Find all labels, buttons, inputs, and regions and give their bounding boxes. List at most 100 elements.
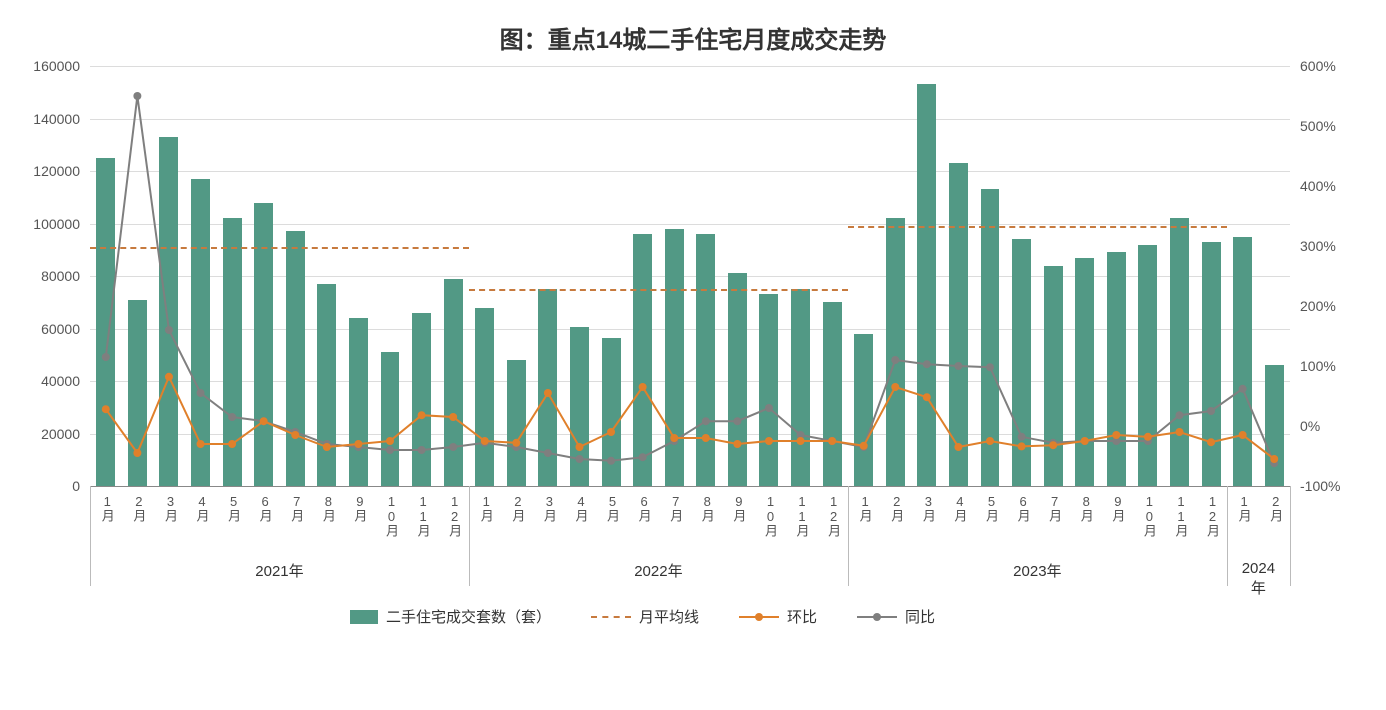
mom-marker: [323, 443, 331, 451]
yoy-marker: [133, 92, 141, 100]
mom-marker: [228, 440, 236, 448]
legend-swatch-line: [739, 616, 779, 618]
x-month-label: 7月: [666, 494, 685, 522]
legend-label: 月平均线: [639, 606, 699, 627]
y-right-tick-label: 300%: [1300, 238, 1370, 254]
yoy-marker: [1175, 411, 1183, 419]
mom-marker: [1018, 442, 1026, 450]
year-label: 2023年: [848, 560, 1227, 581]
yoy-marker: [986, 363, 994, 371]
x-month-label: 8月: [319, 494, 338, 522]
x-month-label: 2月: [887, 494, 906, 522]
y-left-tick-label: 20000: [10, 426, 80, 442]
mom-marker: [954, 443, 962, 451]
mom-marker: [702, 434, 710, 442]
yoy-marker: [891, 356, 899, 364]
x-month-label: 1月: [477, 494, 496, 522]
y-right-tick-label: 200%: [1300, 298, 1370, 314]
x-axis-baseline: [90, 486, 1290, 487]
mom-marker: [670, 434, 678, 442]
mom-marker: [102, 405, 110, 413]
mom-marker: [1081, 437, 1089, 445]
yoy-marker: [197, 389, 205, 397]
mom-marker: [639, 383, 647, 391]
legend-swatch-bar: [350, 610, 378, 624]
x-month-label: 1月: [98, 494, 117, 522]
mom-marker: [986, 437, 994, 445]
mom-marker: [860, 442, 868, 450]
yoy-marker: [386, 446, 394, 454]
x-month-label: 4月: [193, 494, 212, 522]
legend-item-yoy: 同比: [857, 606, 935, 627]
x-month-label: 11月: [414, 494, 433, 537]
legend-label: 环比: [787, 606, 817, 627]
y-right-tick-label: -100%: [1300, 478, 1370, 494]
mom-marker: [386, 437, 394, 445]
x-month-label: 7月: [1045, 494, 1064, 522]
x-month-label: 8月: [1077, 494, 1096, 522]
legend-label: 同比: [905, 606, 935, 627]
x-month-label: 1月: [1235, 494, 1254, 522]
yoy-marker: [1018, 433, 1026, 441]
y-left-tick-label: 140000: [10, 111, 80, 127]
legend-item-avg: 月平均线: [591, 606, 699, 627]
mom-line: [106, 377, 1274, 459]
x-month-label: 11月: [1171, 494, 1190, 537]
mom-marker: [449, 413, 457, 421]
mom-marker: [1049, 441, 1057, 449]
mom-marker: [1207, 438, 1215, 446]
mom-marker: [1112, 431, 1120, 439]
y-left-tick-label: 160000: [10, 58, 80, 74]
x-month-label: 7月: [287, 494, 306, 522]
mom-marker: [828, 437, 836, 445]
line-overlay: [90, 66, 1290, 486]
legend: 二手住宅成交套数（套）月平均线环比同比: [350, 606, 935, 627]
year-label: 2022年: [469, 560, 848, 581]
y-left-tick-label: 100000: [10, 216, 80, 232]
y-right-tick-label: 600%: [1300, 58, 1370, 74]
x-month-label: 12月: [445, 494, 464, 537]
x-month-label: 9月: [350, 494, 369, 522]
y-left-tick-label: 40000: [10, 373, 80, 389]
x-month-label: 9月: [729, 494, 748, 522]
yoy-marker: [544, 449, 552, 457]
mom-marker: [418, 411, 426, 419]
x-month-label: 12月: [824, 494, 843, 537]
yoy-marker: [765, 404, 773, 412]
y-left-tick-label: 120000: [10, 163, 80, 179]
x-month-label: 6月: [256, 494, 275, 522]
x-month-label: 6月: [1014, 494, 1033, 522]
x-month-label: 12月: [1203, 494, 1222, 537]
y-right-tick-label: 500%: [1300, 118, 1370, 134]
legend-marker-dot: [755, 613, 763, 621]
y-right-tick-label: 100%: [1300, 358, 1370, 374]
x-month-label: 10月: [761, 494, 780, 537]
mom-marker: [607, 428, 615, 436]
x-month-label: 4月: [950, 494, 969, 522]
legend-swatch-line: [857, 616, 897, 618]
mom-marker: [1270, 455, 1278, 463]
mom-marker: [165, 373, 173, 381]
mom-marker: [291, 431, 299, 439]
mom-marker: [544, 389, 552, 397]
y-right-tick-label: 0%: [1300, 418, 1370, 434]
mom-marker: [1239, 431, 1247, 439]
yoy-marker: [1207, 407, 1215, 415]
x-month-label: 9月: [1108, 494, 1127, 522]
yoy-marker: [639, 453, 647, 461]
mom-marker: [354, 440, 362, 448]
x-month-label: 4月: [571, 494, 590, 522]
x-month-label: 5月: [224, 494, 243, 522]
mom-marker: [1175, 428, 1183, 436]
x-month-label: 5月: [982, 494, 1001, 522]
y-left-tick-label: 0: [10, 478, 80, 494]
mom-marker: [1144, 433, 1152, 441]
yoy-marker: [102, 353, 110, 361]
yoy-marker: [165, 326, 173, 334]
x-month-label: 11月: [793, 494, 812, 537]
yoy-marker: [1239, 385, 1247, 393]
x-month-label: 8月: [698, 494, 717, 522]
mom-marker: [797, 437, 805, 445]
x-month-label: 3月: [161, 494, 180, 522]
chart-title: 图：重点14城二手住宅月度成交走势: [0, 20, 1386, 55]
